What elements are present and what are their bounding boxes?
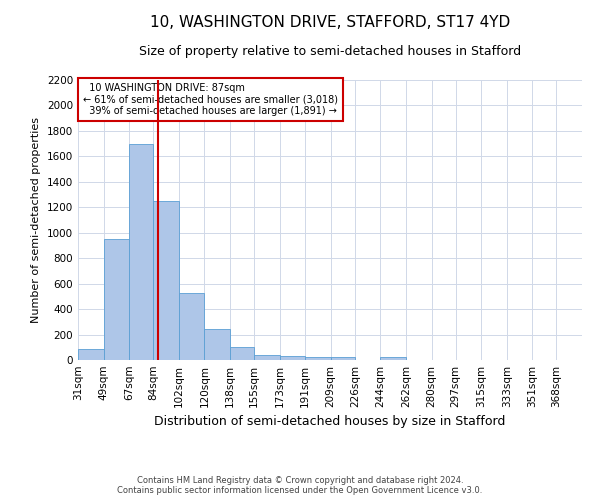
Bar	[305, 358, 331, 360]
Bar	[179, 292, 205, 360]
Text: Contains HM Land Registry data © Crown copyright and database right 2024.
Contai: Contains HM Land Registry data © Crown c…	[118, 476, 482, 495]
Text: 10, WASHINGTON DRIVE, STAFFORD, ST17 4YD: 10, WASHINGTON DRIVE, STAFFORD, ST17 4YD	[150, 15, 510, 30]
Bar	[331, 358, 355, 360]
Bar	[129, 144, 153, 360]
Bar	[205, 330, 230, 360]
Y-axis label: Number of semi-detached properties: Number of semi-detached properties	[31, 117, 41, 323]
Text: 10 WASHINGTON DRIVE: 87sqm
← 61% of semi-detached houses are smaller (3,018)
  3: 10 WASHINGTON DRIVE: 87sqm ← 61% of semi…	[83, 83, 338, 116]
Bar	[254, 355, 280, 360]
Bar	[230, 348, 254, 360]
Bar	[153, 201, 179, 360]
Bar	[380, 357, 406, 360]
Text: Size of property relative to semi-detached houses in Stafford: Size of property relative to semi-detach…	[139, 45, 521, 58]
X-axis label: Distribution of semi-detached houses by size in Stafford: Distribution of semi-detached houses by …	[154, 416, 506, 428]
Bar	[280, 356, 305, 360]
Bar	[104, 239, 129, 360]
Bar	[78, 348, 104, 360]
